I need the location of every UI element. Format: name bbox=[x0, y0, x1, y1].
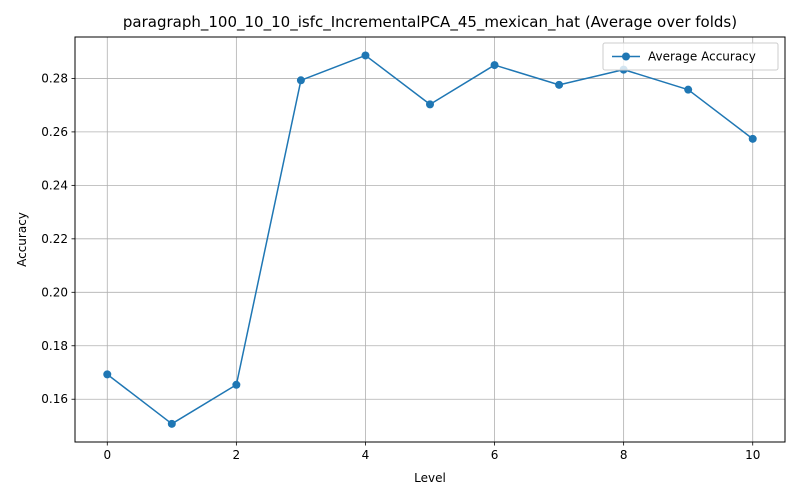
legend-label: Average Accuracy bbox=[648, 50, 756, 64]
legend: Average Accuracy bbox=[602, 42, 779, 71]
x-tick-label: 6 bbox=[491, 448, 499, 462]
plot-frame bbox=[74, 36, 786, 443]
chart-title: paragraph_100_10_10_isfc_IncrementalPCA_… bbox=[123, 13, 737, 32]
y-axis-label: Accuracy bbox=[15, 212, 29, 267]
data-point bbox=[296, 76, 305, 85]
data-point bbox=[426, 100, 434, 109]
series-layer bbox=[103, 51, 757, 428]
x-tick-label: 0 bbox=[103, 448, 111, 462]
data-point bbox=[361, 51, 370, 60]
legend-marker-swatch bbox=[622, 52, 630, 61]
y-axis-ticks: 0.16 0.18 0.20 0.22 0.24 0.26 0.28 bbox=[41, 71, 75, 406]
y-tick-label: 0.26 bbox=[41, 125, 68, 139]
x-tick-label: 2 bbox=[233, 448, 241, 462]
x-tick-label: 4 bbox=[362, 448, 370, 462]
x-tick-label: 10 bbox=[745, 448, 760, 462]
y-tick-label: 0.18 bbox=[41, 339, 68, 353]
legend-box bbox=[602, 42, 779, 71]
grid-lines bbox=[75, 37, 785, 442]
data-point bbox=[555, 80, 564, 89]
y-tick-label: 0.24 bbox=[41, 178, 68, 192]
y-tick-label: 0.20 bbox=[41, 285, 68, 299]
y-tick-label: 0.22 bbox=[41, 232, 68, 246]
data-point bbox=[748, 134, 757, 143]
x-axis-label: Level bbox=[414, 471, 446, 485]
data-point bbox=[684, 85, 693, 94]
x-tick-label: 8 bbox=[620, 448, 628, 462]
data-point bbox=[490, 61, 499, 70]
data-point bbox=[232, 380, 241, 389]
data-point bbox=[103, 370, 112, 379]
y-tick-label: 0.16 bbox=[41, 392, 68, 406]
y-tick-label: 0.28 bbox=[41, 71, 68, 85]
x-axis-ticks: 0 2 4 6 8 10 bbox=[103, 442, 760, 462]
data-point bbox=[167, 419, 176, 428]
